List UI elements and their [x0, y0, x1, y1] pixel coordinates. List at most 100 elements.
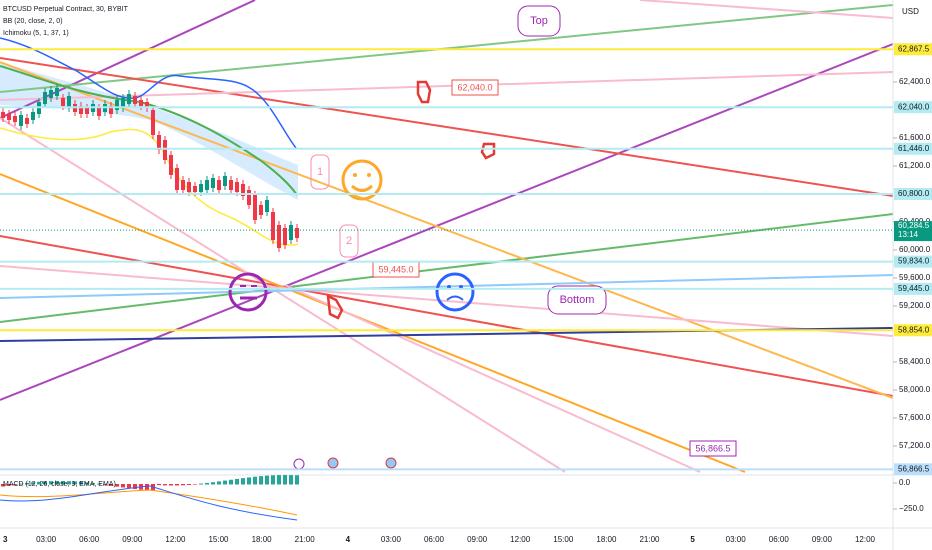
- macd-bar: [265, 475, 269, 485]
- time-tick-label: 5: [690, 535, 695, 544]
- callout-box: [451, 79, 499, 96]
- level-marker: [894, 324, 932, 337]
- currency-label: USD: [902, 7, 919, 16]
- candle-body: [115, 100, 119, 110]
- level-label: 59,445.0: [898, 284, 930, 293]
- time-tick-label: 06:00: [424, 535, 445, 544]
- trend-line: [0, 265, 894, 337]
- candle-body: [25, 118, 29, 124]
- indicator-label: Ichimoku (5, 1, 37, 1): [3, 30, 69, 37]
- candle-body: [193, 186, 197, 192]
- level-marker: [894, 188, 932, 200]
- macd-bar: [67, 481, 71, 485]
- macd-bar: [241, 478, 245, 485]
- level-label: 60,800.0: [898, 189, 930, 198]
- macd-bar: [211, 482, 215, 485]
- macd-bar: [283, 475, 287, 485]
- candle-body: [79, 106, 83, 114]
- candle-body: [139, 100, 143, 106]
- trend-line: [0, 43, 894, 401]
- time-tick-label: 15:00: [553, 535, 574, 544]
- macd-bar: [181, 484, 185, 486]
- candle-body: [43, 92, 47, 104]
- time-tick-label: 3: [3, 535, 8, 544]
- macd-bar: [127, 484, 131, 489]
- symbol-title: BTCUSD Perpetual Contract, 30, BYBIT: [3, 6, 129, 13]
- time-tick-label: 09:00: [812, 535, 833, 544]
- macd-bar: [247, 477, 251, 485]
- trend-line: [0, 235, 894, 397]
- candle-body: [55, 88, 59, 96]
- candle-body: [259, 205, 263, 215]
- level-label: 56,866.5: [898, 464, 930, 473]
- price-tick-label: 62,400.0: [899, 77, 931, 86]
- level-label: 62,867.5: [898, 44, 930, 53]
- candle-body: [187, 182, 191, 192]
- macd-signal: [0, 489, 298, 516]
- macd-bar: [1, 484, 5, 487]
- neutral-icon: [228, 272, 268, 312]
- candle-body: [229, 180, 233, 190]
- time-tick-label: 06:00: [769, 535, 790, 544]
- macd-bar: [271, 475, 275, 485]
- macd-bar: [145, 484, 149, 491]
- candle-body: [7, 114, 11, 120]
- candle-body: [289, 225, 293, 240]
- level-marker: [894, 43, 932, 56]
- trend-line: [284, 284, 701, 473]
- candle-body: [1, 112, 5, 118]
- macd-bar: [61, 481, 65, 485]
- time-tick-label: 12:00: [855, 535, 876, 544]
- hand-icons: [326, 80, 496, 320]
- price-tick-label: 57,600.0: [899, 413, 931, 422]
- trend-line: [0, 213, 894, 323]
- time-tick-label: 12:00: [165, 535, 186, 544]
- candle-body: [163, 140, 167, 160]
- price-tick-label: 59,600.0: [899, 273, 931, 282]
- macd-tick-label: −250.0: [899, 504, 924, 513]
- candle-body: [277, 225, 281, 248]
- macd-bar: [7, 484, 11, 486]
- time-tick-label: 09:00: [122, 535, 143, 544]
- macd-bar: [223, 480, 227, 485]
- candle-body: [61, 98, 65, 106]
- macd-bar: [289, 475, 293, 485]
- time-tick-label: 21:00: [639, 535, 660, 544]
- macd-bar: [277, 475, 281, 485]
- time-tick-label: 21:00: [295, 535, 316, 544]
- level-marker: [894, 255, 932, 268]
- macd-bar: [229, 479, 233, 485]
- macd-bar: [259, 476, 263, 485]
- current-price-label: 60,284.5: [898, 221, 930, 230]
- candle-body: [241, 184, 245, 196]
- event-icons: [293, 457, 397, 470]
- number-label: 1: [317, 166, 323, 178]
- price-tick-label: 57,200.0: [899, 441, 931, 450]
- candle-body: [211, 178, 215, 188]
- trend-line: [639, 0, 894, 19]
- macd-bar: [169, 484, 173, 486]
- bb-basis: [0, 65, 298, 196]
- macd-bar: [103, 484, 107, 485]
- candle-body: [127, 94, 131, 104]
- price-callout: 62,040.0: [457, 82, 492, 92]
- candle-body: [49, 90, 53, 98]
- macd-line: [0, 485, 298, 521]
- candle-body: [157, 135, 161, 150]
- time-tick-label: 03:00: [36, 535, 57, 544]
- candle-body: [265, 200, 269, 212]
- trend-line: [0, 57, 894, 197]
- macd-bar: [85, 482, 89, 485]
- macd-bar: [235, 478, 239, 485]
- macd-bar: [205, 482, 209, 485]
- trend-line: [0, 274, 894, 299]
- number-box: [339, 224, 359, 258]
- candle-body: [283, 228, 287, 245]
- current-price-marker: [894, 221, 932, 242]
- level-marker: [894, 282, 932, 295]
- callout-box: [547, 285, 607, 315]
- time-tick-label: 15:00: [208, 535, 229, 544]
- macd-histogram: [1, 475, 299, 491]
- macd-bar: [19, 483, 23, 485]
